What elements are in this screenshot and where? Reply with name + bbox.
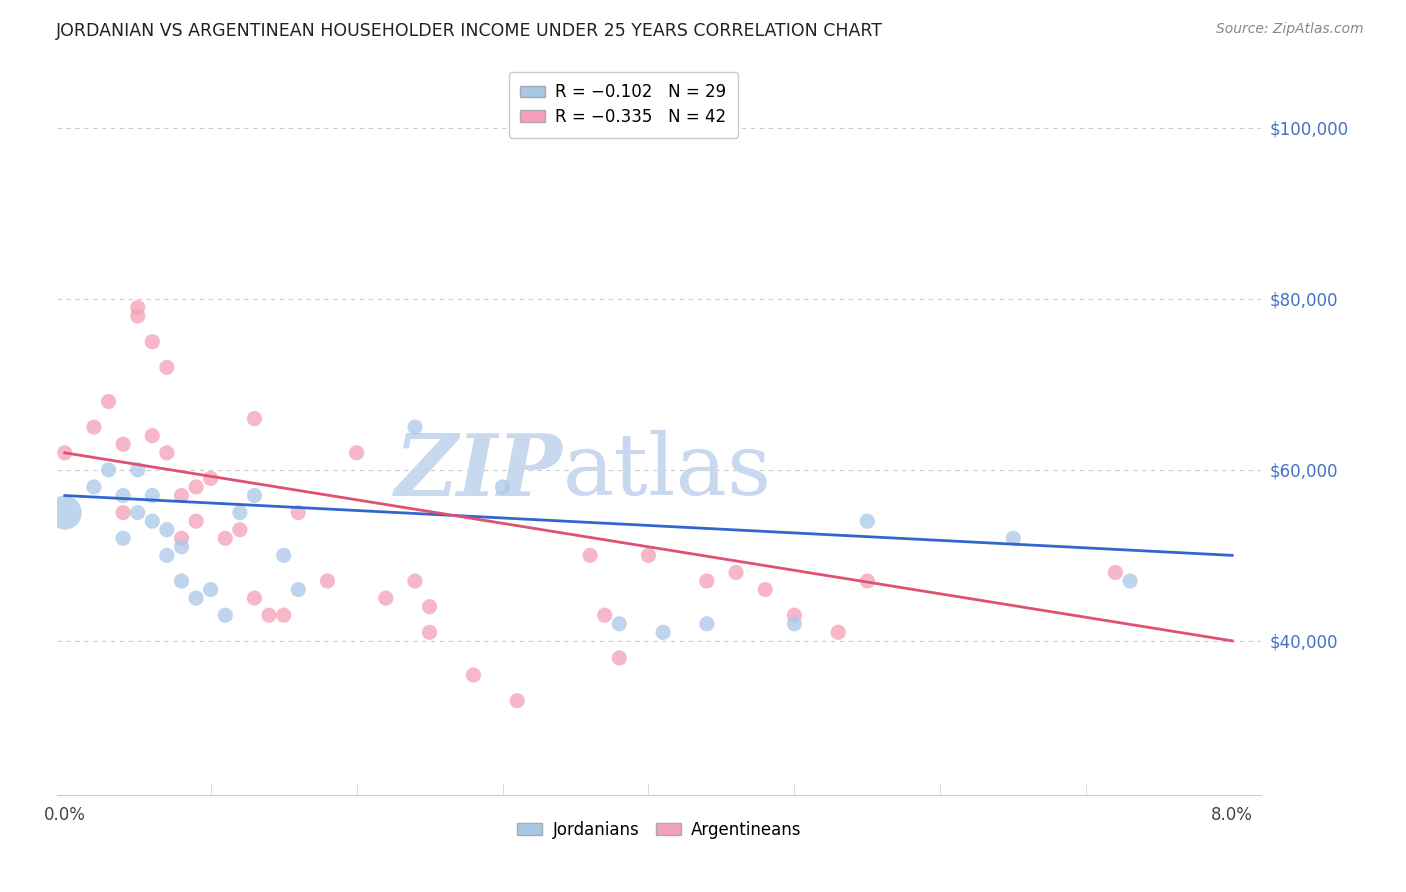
Point: [404, 420, 426, 434]
Point: [724, 566, 747, 580]
Point: [156, 446, 179, 460]
Point: [579, 549, 602, 563]
Point: [127, 301, 149, 315]
Point: [156, 549, 179, 563]
Point: [141, 489, 163, 503]
Point: [83, 420, 105, 434]
Point: [200, 582, 222, 597]
Point: [127, 309, 149, 323]
Point: [141, 428, 163, 442]
Point: [696, 574, 718, 588]
Point: [419, 599, 441, 614]
Point: [607, 651, 630, 665]
Legend: Jordanians, Argentineans: Jordanians, Argentineans: [510, 814, 808, 846]
Point: [170, 574, 193, 588]
Text: ZIP: ZIP: [395, 430, 562, 513]
Point: [273, 608, 295, 623]
Point: [374, 591, 396, 606]
Point: [112, 531, 135, 545]
Point: [652, 625, 675, 640]
Point: [112, 489, 135, 503]
Text: atlas: atlas: [562, 430, 772, 513]
Point: [53, 446, 76, 460]
Point: [404, 574, 426, 588]
Point: [127, 506, 149, 520]
Point: [53, 506, 76, 520]
Point: [243, 591, 266, 606]
Point: [97, 463, 120, 477]
Point: [184, 514, 207, 528]
Point: [156, 523, 179, 537]
Point: [463, 668, 485, 682]
Point: [214, 531, 236, 545]
Point: [1104, 566, 1126, 580]
Point: [184, 480, 207, 494]
Text: Source: ZipAtlas.com: Source: ZipAtlas.com: [1216, 22, 1364, 37]
Point: [754, 582, 776, 597]
Point: [97, 394, 120, 409]
Point: [141, 514, 163, 528]
Point: [170, 531, 193, 545]
Point: [243, 411, 266, 425]
Point: [696, 616, 718, 631]
Point: [637, 549, 659, 563]
Point: [827, 625, 849, 640]
Point: [127, 463, 149, 477]
Point: [506, 694, 529, 708]
Text: JORDANIAN VS ARGENTINEAN HOUSEHOLDER INCOME UNDER 25 YEARS CORRELATION CHART: JORDANIAN VS ARGENTINEAN HOUSEHOLDER INC…: [56, 22, 883, 40]
Point: [1002, 531, 1025, 545]
Point: [243, 489, 266, 503]
Point: [229, 506, 252, 520]
Point: [229, 523, 252, 537]
Point: [257, 608, 280, 623]
Point: [214, 608, 236, 623]
Point: [607, 616, 630, 631]
Point: [783, 616, 806, 631]
Point: [783, 608, 806, 623]
Point: [287, 506, 309, 520]
Point: [170, 540, 193, 554]
Point: [419, 625, 441, 640]
Point: [856, 514, 879, 528]
Point: [287, 582, 309, 597]
Point: [593, 608, 616, 623]
Point: [156, 360, 179, 375]
Point: [83, 480, 105, 494]
Point: [200, 471, 222, 485]
Point: [170, 489, 193, 503]
Point: [184, 591, 207, 606]
Point: [491, 480, 513, 494]
Point: [273, 549, 295, 563]
Point: [856, 574, 879, 588]
Point: [346, 446, 368, 460]
Point: [112, 437, 135, 451]
Point: [1119, 574, 1142, 588]
Point: [141, 334, 163, 349]
Point: [316, 574, 339, 588]
Point: [112, 506, 135, 520]
